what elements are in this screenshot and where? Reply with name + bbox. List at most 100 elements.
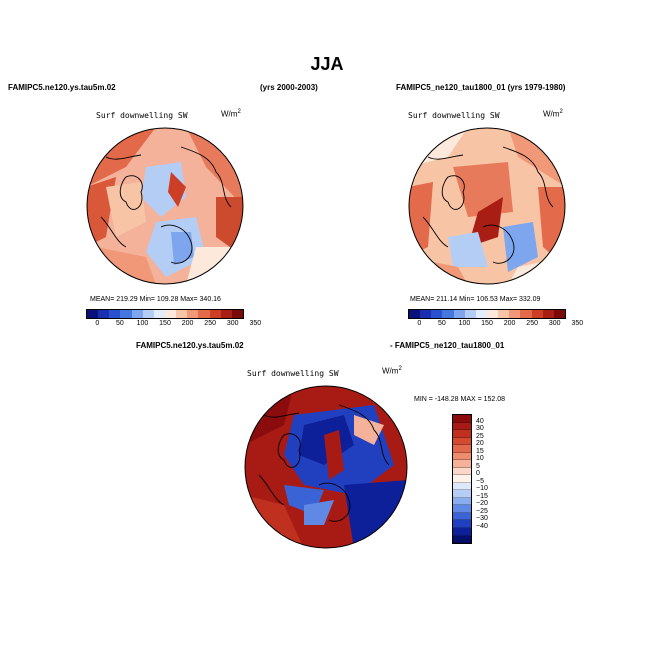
colorbar-tick-label: 100 <box>458 320 471 327</box>
diff-colorbar-tick-label: 0 <box>476 470 480 478</box>
right-panel-units: W/m2 <box>543 109 563 119</box>
colorbar-swatch <box>109 310 121 318</box>
colorbar-swatch <box>531 310 543 318</box>
diff-colorbar-swatch <box>453 505 471 513</box>
diff-colorbar-tick-label: −25 <box>476 507 488 515</box>
colorbar-tick-label: 200 <box>503 320 516 327</box>
colorbar-tick-label: 50 <box>437 320 446 327</box>
diff-colorbar-swatch <box>453 437 471 446</box>
colorbar-tick-label: 350 <box>571 320 584 327</box>
colorbar-swatch <box>98 310 110 318</box>
diff-panel-case-label: FAMIPC5.ne120.ys.tau5m.02 <box>136 341 244 350</box>
diff-colorbar-swatch <box>453 520 471 528</box>
colorbar-swatch <box>187 310 199 318</box>
diff-colorbar-swatch <box>453 497 471 506</box>
diff-colorbar-swatch <box>453 430 471 438</box>
diff-colorbar-tick-label: 15 <box>476 447 484 455</box>
diff-colorbar-tick-label: 10 <box>476 455 484 463</box>
diff-colorbar-tick-label: 40 <box>476 417 484 425</box>
diff-colorbar-tick-label: 30 <box>476 425 484 433</box>
diff-panel-variable: Surf downwelling SW <box>247 369 339 378</box>
right-panel-stats: MEAN= 211.14 Min= 106.53 Max= 332.09 <box>410 296 541 303</box>
diff-colorbar <box>452 414 472 544</box>
diff-panel-units: W/m2 <box>382 366 402 376</box>
diff-colorbar-tick-label: −30 <box>476 515 488 523</box>
colorbar-swatch <box>176 310 188 318</box>
diff-colorbar-swatch <box>453 535 471 544</box>
diff-colorbar-tick-label: −15 <box>476 492 488 500</box>
colorbar-tick-label: 250 <box>526 320 538 327</box>
colorbar-swatch <box>209 310 221 318</box>
diff-colorbar-swatch <box>453 490 471 498</box>
colorbar-swatch <box>220 310 232 318</box>
colorbar-swatch <box>153 310 165 318</box>
right-colorbar <box>408 309 566 319</box>
colorbar-swatch <box>87 310 99 318</box>
colorbar-swatch <box>164 310 177 318</box>
colorbar-swatch <box>542 310 554 318</box>
diff-colorbar-tick-label: −10 <box>476 485 488 493</box>
colorbar-tick-label: 300 <box>548 320 561 327</box>
colorbar-tick-label: 250 <box>204 320 216 327</box>
colorbar-swatch <box>475 310 487 318</box>
colorbar-swatch <box>409 310 421 318</box>
diff-colorbar-tick-label: −40 <box>476 522 488 530</box>
diff-colorbar-swatch <box>453 475 471 483</box>
left-panel-case-label: FAMIPC5.ne120.ys.tau5m.02 <box>8 83 116 92</box>
right-map <box>408 127 566 285</box>
diff-map <box>244 385 408 549</box>
colorbar-swatch <box>198 310 210 318</box>
colorbar-tick-label: 50 <box>115 320 124 327</box>
colorbar-swatch <box>442 310 454 318</box>
diff-colorbar-swatch <box>453 467 471 476</box>
diff-colorbar-swatch <box>453 482 471 491</box>
diff-colorbar-swatch <box>453 415 471 423</box>
colorbar-swatch <box>131 310 143 318</box>
colorbar-tick-label: 300 <box>226 320 239 327</box>
colorbar-swatch <box>498 310 510 318</box>
diff-colorbar-swatch <box>453 422 471 431</box>
colorbar-tick-label: 100 <box>136 320 149 327</box>
colorbar-swatch <box>431 310 443 318</box>
colorbar-swatch <box>142 310 154 318</box>
right-colorbar-ticks: 0 50 100 150 200 250 300 350 <box>408 320 583 330</box>
left-colorbar <box>86 309 244 319</box>
diff-colorbar-swatch <box>453 452 471 461</box>
colorbar-swatch <box>453 310 465 318</box>
diff-panel-stats: MIN = -148.28 MAX = 152.08 <box>414 396 506 403</box>
figure-title: JJA <box>310 54 344 74</box>
colorbar-swatch <box>553 310 565 318</box>
diff-colorbar-tick-label: 5 <box>476 462 480 470</box>
colorbar-swatch <box>120 310 132 318</box>
diff-colorbar-ticks: 40 30 25 20 15 10 5 0 −5 −10 −15 −20 −25 −30 −40 <box>476 414 506 542</box>
colorbar-swatch <box>520 310 532 318</box>
colorbar-tick-label: 0 <box>95 320 100 327</box>
colorbar-swatch <box>486 310 499 318</box>
colorbar-swatch <box>420 310 432 318</box>
left-colorbar-ticks: 0 50 100 150 200 250 300 350 <box>86 320 261 330</box>
diff-colorbar-swatch <box>453 460 471 468</box>
left-map <box>86 127 244 285</box>
colorbar-tick-label: 150 <box>159 320 171 327</box>
colorbar-swatch <box>464 310 476 318</box>
left-panel-variable: Surf downwelling SW <box>96 111 188 120</box>
diff-colorbar-tick-label: −5 <box>476 477 484 485</box>
diff-colorbar-swatch <box>453 445 471 453</box>
diff-colorbar-tick-label: −20 <box>476 500 488 508</box>
right-panel-header: FAMIPC5_ne120_tau1800_01 (yrs 1979-1980) <box>396 83 566 92</box>
left-panel-stats: MEAN= 219.29 Min= 109.28 Max= 340.16 <box>90 296 221 303</box>
diff-panel-control-label: - FAMIPC5_ne120_tau1800_01 <box>390 341 505 350</box>
colorbar-tick-label: 200 <box>181 320 194 327</box>
left-panel-units: W/m2 <box>221 109 241 119</box>
diff-colorbar-swatch <box>453 512 471 521</box>
diff-colorbar-tick-label: 20 <box>476 440 484 448</box>
colorbar-tick-label: 0 <box>417 320 422 327</box>
colorbar-swatch <box>231 310 243 318</box>
diff-colorbar-tick-label: 25 <box>476 432 484 440</box>
diff-colorbar-swatch <box>453 527 471 536</box>
left-panel-years-label: (yrs 2000-2003) <box>260 83 318 92</box>
colorbar-tick-label: 350 <box>249 320 262 327</box>
right-panel-variable: Surf downwelling SW <box>408 111 500 120</box>
colorbar-tick-label: 150 <box>481 320 493 327</box>
colorbar-swatch <box>509 310 521 318</box>
